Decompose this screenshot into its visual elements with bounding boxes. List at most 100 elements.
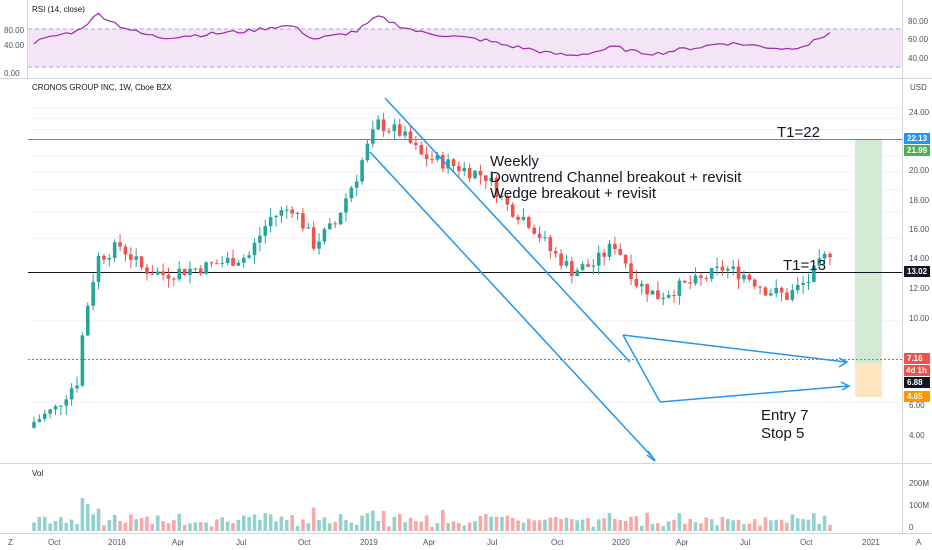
candle-body <box>527 217 531 228</box>
badge-target: 21.99 <box>904 145 930 156</box>
volume-bar <box>440 509 445 531</box>
candle-body <box>123 246 128 255</box>
candle-body <box>553 251 558 254</box>
candle-body <box>742 274 746 280</box>
volume-bar <box>59 517 63 531</box>
svg-text:2018: 2018 <box>108 538 126 547</box>
svg-text:Apr: Apr <box>423 538 436 547</box>
volume-bar <box>774 519 779 531</box>
wedge-lower-line[interactable] <box>659 385 849 403</box>
price-axis[interactable]: 24.00 20.00 18.00 16.00 14.00 12.00 10.0… <box>909 108 930 440</box>
downtrend-channel[interactable] <box>369 97 656 462</box>
annotation-stop[interactable]: Stop 5 <box>761 425 804 442</box>
volume-bar <box>220 517 225 531</box>
currency-label: USD <box>910 83 927 92</box>
candle-body <box>586 264 590 267</box>
annotation-t1-upper[interactable]: T1=22 <box>777 124 820 141</box>
candle-body <box>408 131 413 143</box>
volume-bar <box>623 520 628 531</box>
time-axis[interactable]: Oct 2018 Apr Jul Oct 2019 Apr Jul Oct 20… <box>48 538 880 547</box>
volume-bar <box>274 521 278 531</box>
rsi-label[interactable]: RSI (14, close) <box>32 5 85 14</box>
svg-text:Apr: Apr <box>172 538 185 547</box>
volume-bar <box>661 526 666 531</box>
candle-body <box>457 166 461 172</box>
volume-bar <box>311 507 316 531</box>
volume-bar <box>258 520 262 531</box>
annotation-note-line2[interactable]: Downtrend Channel breakout + revisit <box>490 169 742 186</box>
volume-bar <box>747 523 752 531</box>
candle-body <box>349 187 354 199</box>
volume-bar <box>236 519 241 531</box>
svg-text:6.88: 6.88 <box>907 378 923 387</box>
wedge-upper-line[interactable] <box>622 334 847 363</box>
stop-zone <box>855 363 882 397</box>
volume-bar <box>376 520 381 531</box>
volume-bar <box>553 517 558 531</box>
volume-bar <box>537 520 542 531</box>
candle-body <box>344 198 348 213</box>
svg-text:12.00: 12.00 <box>909 284 930 293</box>
candle-body <box>537 233 542 238</box>
candle-body <box>591 265 596 267</box>
svg-text:2020: 2020 <box>612 538 630 547</box>
annotation-t1-lower[interactable]: T1=13 <box>783 257 826 274</box>
candle-body <box>500 195 504 198</box>
candle-body <box>85 305 90 336</box>
annotation-note-line3[interactable]: Wedge breakout + revisit <box>490 185 657 202</box>
channel-lower-line[interactable] <box>369 151 656 461</box>
svg-text:Oct: Oct <box>800 538 813 547</box>
svg-text:21.99: 21.99 <box>907 146 928 155</box>
volume-label[interactable]: Vol <box>32 469 43 478</box>
candle-body <box>446 159 450 169</box>
channel-upper-line[interactable] <box>384 97 631 363</box>
candle-body <box>284 209 289 211</box>
candle-body <box>32 421 36 428</box>
candle-body <box>75 385 79 389</box>
volume-bar <box>322 517 327 531</box>
volume-bar <box>693 522 698 531</box>
candle-body <box>462 168 467 172</box>
candle-body <box>263 226 268 236</box>
volume-bar <box>682 523 687 531</box>
badge-stop: 4.65 <box>904 391 930 402</box>
svg-text:Jul: Jul <box>487 538 497 547</box>
svg-text:60.00: 60.00 <box>908 35 929 44</box>
candle-body <box>720 266 725 271</box>
volume-bar <box>532 520 536 531</box>
rsi-band <box>28 29 902 67</box>
wedge[interactable] <box>622 334 851 403</box>
volume-bar <box>586 518 590 531</box>
symbol-title[interactable]: CRONOS GROUP INC, 1W, Cboe BZX <box>32 83 173 92</box>
candles <box>32 112 832 429</box>
auto-scale-button[interactable]: A <box>916 538 922 547</box>
volume-bar <box>381 511 386 531</box>
svg-text:100M: 100M <box>909 501 929 510</box>
candle-body <box>752 279 757 287</box>
volume-bar <box>424 515 429 531</box>
candle-body <box>220 262 225 264</box>
volume-bar <box>139 518 144 531</box>
candle-body <box>91 282 95 306</box>
volume-bar <box>91 514 95 531</box>
candle-body <box>763 287 768 296</box>
candle-body <box>112 242 117 259</box>
candle-body <box>483 175 488 181</box>
candle-body <box>306 227 311 229</box>
candle-body <box>290 209 294 214</box>
channel-arrowhead <box>646 450 656 462</box>
annotation-note-line1[interactable]: Weekly <box>490 153 539 170</box>
candle-body <box>198 268 203 274</box>
timezone-toggle-button[interactable]: Z <box>8 538 13 547</box>
candle-body <box>774 287 779 294</box>
annotation-entry[interactable]: Entry 7 <box>761 407 809 424</box>
svg-text:0.00: 0.00 <box>4 69 20 78</box>
candle-body <box>134 256 138 260</box>
volume-bar <box>317 520 321 531</box>
volume-bar <box>742 524 746 531</box>
volume-bar <box>354 524 359 531</box>
volume-bar <box>677 513 682 531</box>
volume-bar <box>177 513 182 531</box>
candle-body <box>516 216 520 220</box>
